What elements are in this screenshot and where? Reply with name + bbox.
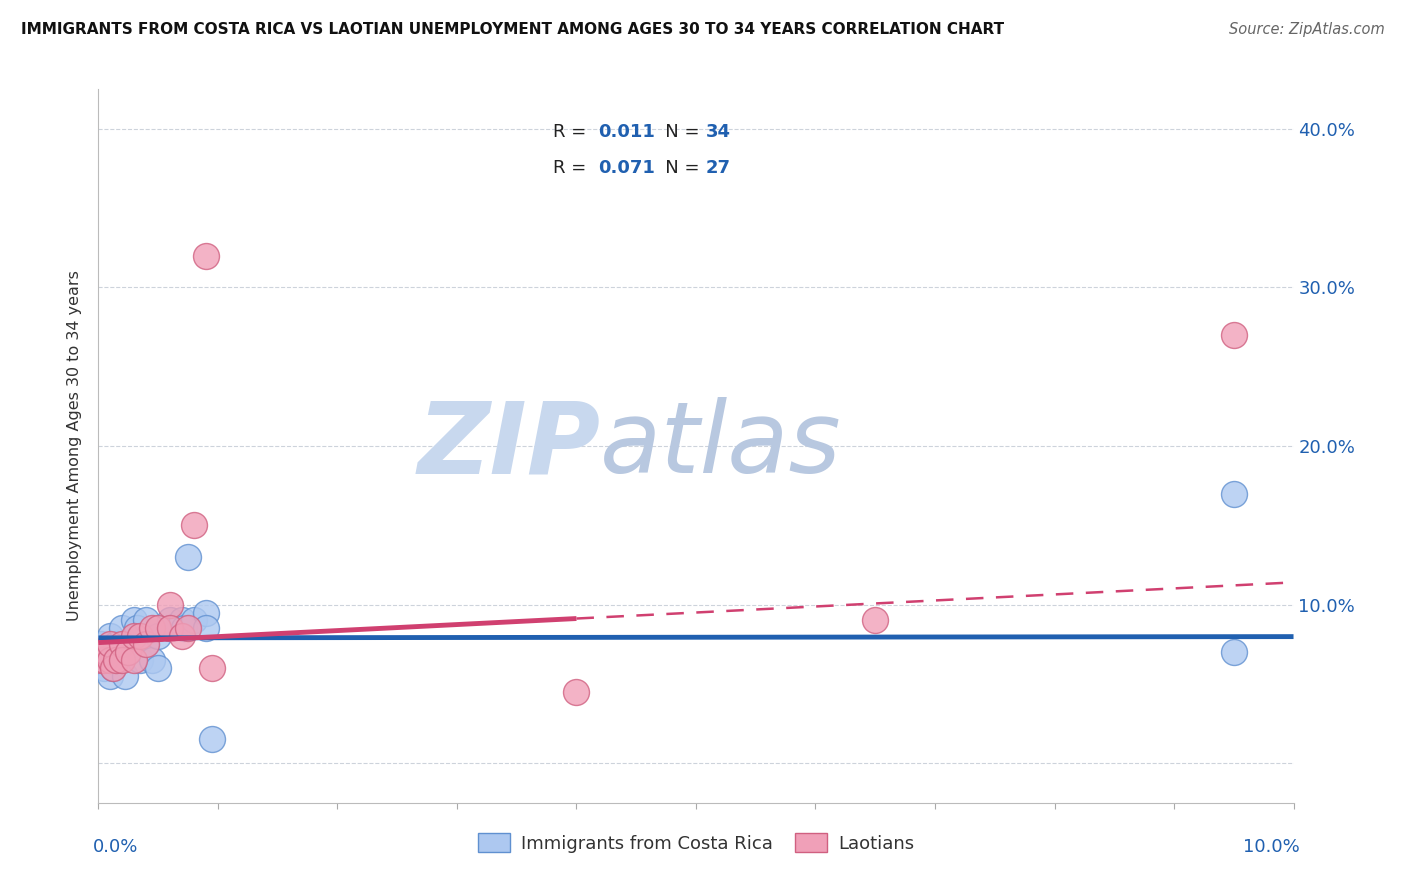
Point xyxy=(172,629,194,643)
Point xyxy=(124,614,146,628)
Point xyxy=(159,621,181,635)
Point xyxy=(177,621,200,635)
Legend: Immigrants from Costa Rica, Laotians: Immigrants from Costa Rica, Laotians xyxy=(468,824,924,862)
Point xyxy=(172,614,194,628)
Point xyxy=(159,598,181,612)
Point xyxy=(117,645,139,659)
Point xyxy=(135,637,157,651)
Point xyxy=(201,732,224,747)
Point xyxy=(129,629,152,643)
Point xyxy=(101,661,124,675)
Point xyxy=(1223,486,1246,500)
Text: 27: 27 xyxy=(706,159,731,178)
Point xyxy=(91,645,114,659)
Point xyxy=(111,653,134,667)
Point xyxy=(195,249,218,263)
Point xyxy=(183,518,205,533)
Point xyxy=(565,685,588,699)
Point xyxy=(177,549,200,564)
Point xyxy=(114,669,136,683)
Point xyxy=(111,645,134,659)
Point xyxy=(94,645,117,659)
Text: R =: R = xyxy=(553,123,592,141)
Point xyxy=(90,653,112,667)
Point xyxy=(101,661,124,675)
Point xyxy=(105,637,128,651)
Point xyxy=(148,621,170,635)
Text: Source: ZipAtlas.com: Source: ZipAtlas.com xyxy=(1229,22,1385,37)
Text: R =: R = xyxy=(553,159,592,178)
Point xyxy=(100,645,122,659)
Point xyxy=(195,621,218,635)
Point xyxy=(183,614,205,628)
Point xyxy=(91,653,114,667)
Text: 10.0%: 10.0% xyxy=(1243,838,1299,856)
Point xyxy=(100,637,122,651)
Point xyxy=(124,637,146,651)
Point xyxy=(100,669,122,683)
Point xyxy=(124,629,146,643)
Y-axis label: Unemployment Among Ages 30 to 34 years: Unemployment Among Ages 30 to 34 years xyxy=(67,270,83,622)
Point xyxy=(129,653,152,667)
Point xyxy=(201,661,224,675)
Point xyxy=(105,653,128,667)
Point xyxy=(135,637,157,651)
Text: 34: 34 xyxy=(706,123,731,141)
Point xyxy=(1223,645,1246,659)
Point xyxy=(125,621,148,635)
Point xyxy=(135,614,157,628)
Text: 0.0%: 0.0% xyxy=(93,838,138,856)
Point xyxy=(90,637,112,651)
Point xyxy=(117,645,139,659)
Text: ZIP: ZIP xyxy=(418,398,600,494)
Point xyxy=(141,621,163,635)
Point xyxy=(148,661,170,675)
Point xyxy=(93,653,115,667)
Text: atlas: atlas xyxy=(600,398,842,494)
Point xyxy=(100,653,122,667)
Point xyxy=(105,653,128,667)
Point xyxy=(124,653,146,667)
Point xyxy=(195,606,218,620)
Point xyxy=(159,614,181,628)
Text: N =: N = xyxy=(648,159,706,178)
Text: N =: N = xyxy=(648,123,706,141)
Text: 0.071: 0.071 xyxy=(598,159,655,178)
Point xyxy=(111,621,134,635)
Point xyxy=(94,645,117,659)
Point xyxy=(100,629,122,643)
Point xyxy=(148,629,170,643)
Text: 0.011: 0.011 xyxy=(598,123,655,141)
Point xyxy=(1223,328,1246,343)
Text: IMMIGRANTS FROM COSTA RICA VS LAOTIAN UNEMPLOYMENT AMONG AGES 30 TO 34 YEARS COR: IMMIGRANTS FROM COSTA RICA VS LAOTIAN UN… xyxy=(21,22,1004,37)
Point xyxy=(159,621,181,635)
Point xyxy=(141,653,163,667)
Point xyxy=(111,637,134,651)
Point xyxy=(97,653,120,667)
Point xyxy=(865,614,887,628)
Point xyxy=(173,621,195,635)
Point xyxy=(93,661,115,675)
